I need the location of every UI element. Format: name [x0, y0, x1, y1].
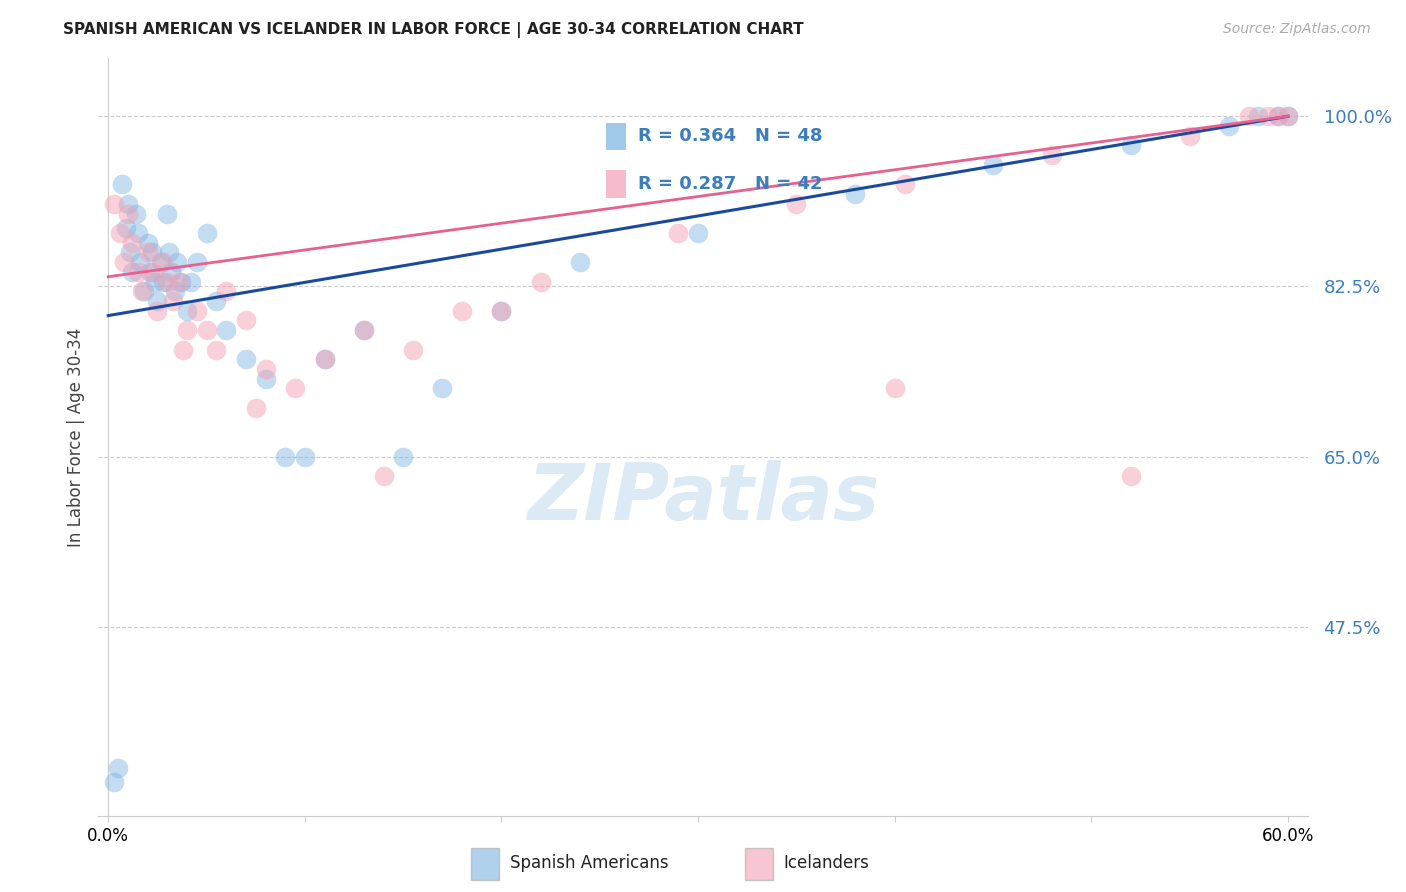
- Point: [205, 343, 228, 357]
- FancyBboxPatch shape: [471, 848, 499, 880]
- Point: [118, 245, 141, 260]
- Text: Icelanders: Icelanders: [785, 854, 870, 872]
- Point: [215, 323, 238, 337]
- Point: [111, 178, 134, 192]
- Point: [156, 206, 179, 220]
- Point: [1267, 109, 1289, 123]
- Point: [668, 226, 690, 240]
- Point: [215, 285, 238, 299]
- Point: [883, 382, 905, 396]
- Point: [785, 196, 807, 211]
- Point: [1178, 128, 1201, 143]
- Point: [180, 275, 202, 289]
- Point: [112, 255, 135, 269]
- Point: [254, 372, 277, 386]
- Point: [157, 245, 180, 260]
- Point: [1267, 109, 1289, 123]
- Point: [103, 196, 125, 211]
- Point: [274, 450, 297, 464]
- Point: [392, 450, 415, 464]
- Point: [131, 285, 153, 299]
- Point: [491, 303, 513, 318]
- Point: [195, 323, 218, 337]
- Text: Source: ZipAtlas.com: Source: ZipAtlas.com: [1223, 22, 1371, 37]
- Point: [254, 362, 277, 376]
- Point: [353, 323, 375, 337]
- Point: [235, 313, 257, 327]
- Point: [491, 303, 513, 318]
- Point: [893, 178, 915, 192]
- Point: [150, 255, 173, 269]
- Point: [314, 352, 336, 367]
- Point: [1277, 109, 1299, 123]
- Point: [160, 265, 183, 279]
- Point: [195, 226, 218, 240]
- Point: [1040, 148, 1063, 162]
- Point: [235, 352, 257, 367]
- Point: [136, 245, 159, 260]
- Point: [186, 255, 208, 269]
- Point: [167, 275, 190, 289]
- Point: [245, 401, 267, 415]
- Point: [115, 221, 138, 235]
- Point: [451, 303, 474, 318]
- Y-axis label: In Labor Force | Age 30-34: In Labor Force | Age 30-34: [66, 327, 84, 547]
- Point: [1119, 469, 1142, 483]
- Point: [117, 206, 139, 220]
- FancyBboxPatch shape: [745, 848, 773, 880]
- Point: [156, 275, 179, 289]
- Point: [128, 255, 150, 269]
- Point: [373, 469, 395, 483]
- Point: [1119, 138, 1142, 153]
- Point: [165, 285, 187, 299]
- Point: [121, 265, 143, 279]
- Text: ZIPatlas: ZIPatlas: [527, 459, 879, 536]
- Point: [103, 775, 125, 789]
- Point: [145, 275, 167, 289]
- Point: [569, 255, 592, 269]
- Point: [1218, 119, 1240, 133]
- Point: [530, 275, 553, 289]
- Point: [205, 293, 228, 308]
- Point: [146, 293, 169, 308]
- Point: [176, 323, 198, 337]
- Point: [314, 352, 336, 367]
- Point: [1257, 109, 1279, 123]
- Point: [284, 382, 307, 396]
- Point: [981, 158, 1004, 172]
- Point: [152, 275, 174, 289]
- Point: [146, 303, 169, 318]
- Point: [142, 265, 165, 279]
- Point: [170, 275, 193, 289]
- Point: [152, 255, 174, 269]
- Point: [688, 226, 710, 240]
- Point: [107, 761, 129, 775]
- Point: [166, 255, 188, 269]
- Point: [136, 235, 159, 250]
- Point: [125, 206, 148, 220]
- Point: [162, 293, 184, 308]
- Point: [844, 187, 866, 202]
- Point: [127, 226, 149, 240]
- Point: [138, 265, 160, 279]
- Point: [1247, 109, 1270, 123]
- Text: Spanish Americans: Spanish Americans: [510, 854, 668, 872]
- Point: [294, 450, 316, 464]
- Point: [108, 226, 131, 240]
- Point: [1277, 109, 1299, 123]
- Point: [1237, 109, 1260, 123]
- Point: [353, 323, 375, 337]
- Text: SPANISH AMERICAN VS ICELANDER IN LABOR FORCE | AGE 30-34 CORRELATION CHART: SPANISH AMERICAN VS ICELANDER IN LABOR F…: [63, 22, 804, 38]
- Point: [186, 303, 208, 318]
- Point: [121, 235, 143, 250]
- Point: [132, 285, 155, 299]
- Point: [432, 382, 454, 396]
- Point: [402, 343, 425, 357]
- Point: [176, 303, 198, 318]
- Point: [127, 265, 149, 279]
- Point: [141, 245, 163, 260]
- Point: [172, 343, 194, 357]
- Point: [117, 196, 139, 211]
